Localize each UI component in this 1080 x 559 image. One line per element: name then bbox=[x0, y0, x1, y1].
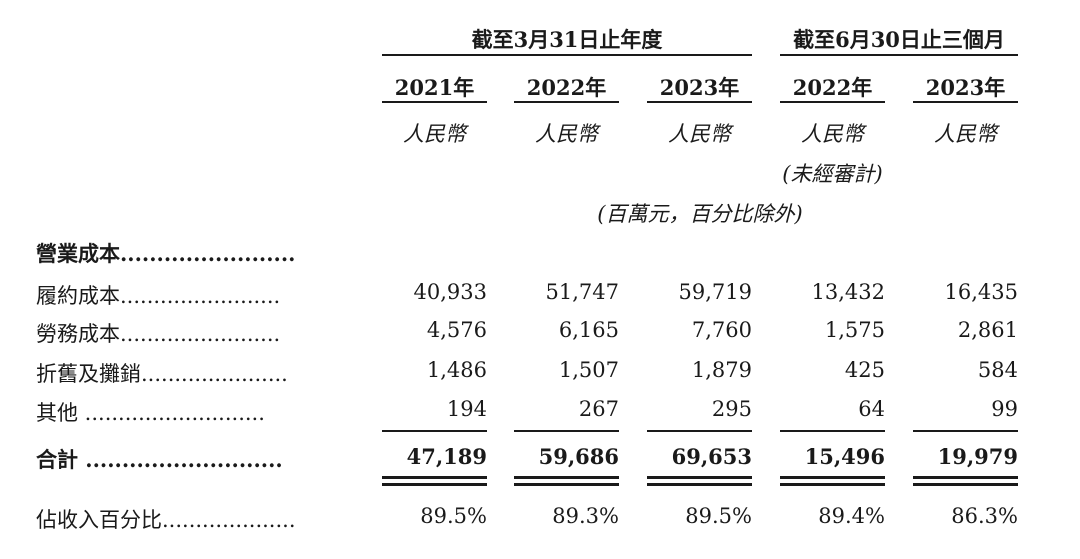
year-underline-2 bbox=[514, 101, 619, 103]
cell-value: 1,486 bbox=[426, 358, 487, 382]
cell-value: 40,933 bbox=[413, 280, 487, 304]
percent-value: 89.3% bbox=[552, 504, 619, 528]
total-value: 15,496 bbox=[804, 444, 885, 469]
percent-value: 89.5% bbox=[685, 504, 752, 528]
col-currency-1: 人民幣 bbox=[403, 122, 466, 146]
cell-value: 6,165 bbox=[558, 318, 619, 342]
year-underline-5 bbox=[913, 101, 1018, 103]
cell-value: 584 bbox=[977, 358, 1018, 382]
cell-value: 4,576 bbox=[426, 318, 487, 342]
cell-value: 267 bbox=[578, 397, 619, 421]
subtotal-rule-1 bbox=[382, 430, 487, 432]
row-label-labor-cost: 勞務成本........................ bbox=[36, 322, 281, 346]
col-header-year-3: 2023年 bbox=[659, 75, 740, 100]
cell-value: 295 bbox=[711, 397, 752, 421]
total-double-rule-bottom bbox=[780, 483, 885, 486]
row-label-operating-cost: 營業成本........................ bbox=[36, 241, 296, 266]
col-header-year-4: 2022年 bbox=[792, 75, 873, 100]
unaudited-note: (未經審計) bbox=[782, 162, 883, 186]
row-label-percent-revenue: 佔收入百分比.................... bbox=[36, 508, 296, 532]
col-currency-4: 人民幣 bbox=[801, 122, 864, 146]
col-currency-3: 人民幣 bbox=[668, 122, 731, 146]
cell-value: 425 bbox=[844, 358, 885, 382]
total-value: 59,686 bbox=[538, 444, 619, 469]
total-double-rule-bottom bbox=[382, 483, 487, 486]
units-note: (百萬元，百分比除外) bbox=[597, 202, 803, 226]
percent-value: 86.3% bbox=[951, 504, 1018, 528]
subtotal-rule-3 bbox=[647, 430, 752, 432]
col-header-year-1: 2021年 bbox=[394, 75, 475, 100]
group-header-underline-q bbox=[780, 54, 1018, 56]
col-header-year-5: 2023年 bbox=[925, 75, 1006, 100]
total-value: 69,653 bbox=[671, 444, 752, 469]
row-label-fulfillment-cost: 履約成本........................ bbox=[36, 284, 281, 308]
total-double-rule-top bbox=[647, 476, 752, 479]
total-value: 47,189 bbox=[406, 444, 487, 469]
total-double-rule-top bbox=[913, 476, 1018, 479]
row-label-total: 合計 ........................... bbox=[36, 447, 283, 472]
col-currency-5: 人民幣 bbox=[934, 122, 997, 146]
total-double-rule-top bbox=[382, 476, 487, 479]
percent-value: 89.4% bbox=[818, 504, 885, 528]
percent-value: 89.5% bbox=[420, 504, 487, 528]
cell-value: 13,432 bbox=[811, 280, 885, 304]
total-double-rule-bottom bbox=[647, 483, 752, 486]
cell-value: 1,575 bbox=[824, 318, 885, 342]
subtotal-rule-5 bbox=[913, 430, 1018, 432]
cell-value: 64 bbox=[858, 397, 885, 421]
row-label-others: 其他 ........................... bbox=[36, 401, 265, 425]
col-currency-2: 人民幣 bbox=[535, 122, 598, 146]
year-underline-1 bbox=[382, 101, 487, 103]
cell-value: 99 bbox=[991, 397, 1018, 421]
subtotal-rule-2 bbox=[514, 430, 619, 432]
year-underline-4 bbox=[780, 101, 885, 103]
group-header-underline-fy bbox=[382, 54, 752, 56]
total-double-rule-top bbox=[780, 476, 885, 479]
cell-value: 1,879 bbox=[691, 358, 752, 382]
subtotal-rule-4 bbox=[780, 430, 885, 432]
total-value: 19,979 bbox=[937, 444, 1018, 469]
cell-value: 2,861 bbox=[957, 318, 1018, 342]
total-double-rule-bottom bbox=[514, 483, 619, 486]
cell-value: 16,435 bbox=[944, 280, 1018, 304]
cell-value: 51,747 bbox=[545, 280, 619, 304]
cell-value: 59,719 bbox=[678, 280, 752, 304]
total-double-rule-top bbox=[514, 476, 619, 479]
group-header-fiscal-year: 截至3月31日止年度 bbox=[471, 27, 663, 52]
group-header-three-months: 截至6月30日止三個月 bbox=[793, 27, 1005, 52]
cell-value: 7,760 bbox=[691, 318, 752, 342]
cell-value: 1,507 bbox=[558, 358, 619, 382]
total-double-rule-bottom bbox=[913, 483, 1018, 486]
col-header-year-2: 2022年 bbox=[526, 75, 607, 100]
cell-value: 194 bbox=[446, 397, 487, 421]
row-label-depreciation: 折舊及攤銷...................... bbox=[36, 362, 288, 386]
year-underline-3 bbox=[647, 101, 752, 103]
